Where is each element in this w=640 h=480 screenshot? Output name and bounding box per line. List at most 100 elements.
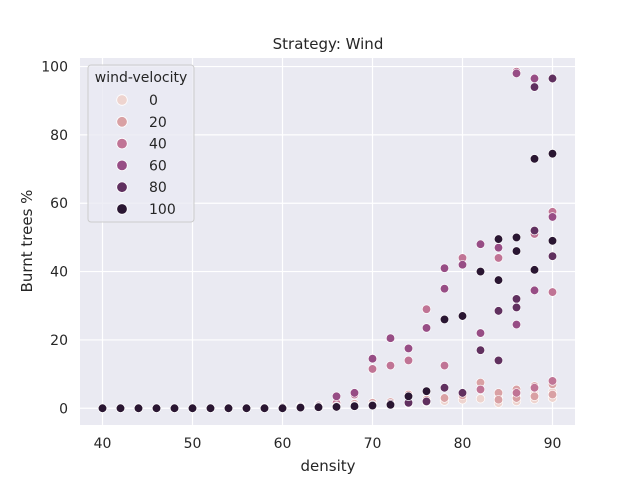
data-point: [187, 403, 198, 413]
x-tick-label: 90: [544, 436, 562, 452]
x-tick-label: 40: [94, 436, 112, 452]
data-point: [205, 403, 216, 413]
data-point: [547, 149, 558, 159]
legend-marker: [116, 181, 128, 193]
x-axis-ticks: 40 50 60 70 80 90: [94, 436, 562, 452]
data-point: [529, 154, 540, 164]
data-point: [439, 263, 450, 273]
data-point: [511, 302, 522, 313]
data-point: [547, 389, 558, 400]
data-point: [421, 323, 432, 333]
y-tick-label: 0: [59, 401, 68, 417]
x-tick-label: 50: [184, 436, 202, 452]
data-point: [475, 345, 486, 355]
x-tick-label: 70: [364, 436, 382, 452]
data-point: [439, 314, 450, 325]
data-point: [529, 73, 540, 84]
data-point: [475, 394, 486, 404]
x-tick-label: 60: [274, 436, 292, 452]
data-point: [493, 234, 504, 244]
y-tick-label: 20: [50, 333, 68, 349]
data-point: [367, 400, 378, 411]
data-point: [493, 355, 504, 366]
data-point: [511, 68, 522, 79]
legend-label: 60: [149, 158, 167, 174]
data-point: [223, 403, 234, 413]
data-point: [511, 388, 522, 398]
data-point: [133, 403, 144, 413]
data-point: [529, 285, 540, 296]
data-point: [439, 383, 450, 393]
legend-marker: [116, 116, 128, 128]
data-point: [313, 402, 324, 412]
data-point: [547, 73, 558, 84]
data-point: [349, 388, 360, 398]
data-point: [475, 239, 486, 249]
data-point: [385, 333, 396, 343]
data-point: [493, 253, 504, 263]
data-point: [475, 328, 486, 338]
data-point: [439, 284, 450, 294]
data-point: [169, 403, 180, 413]
y-axis-ticks: 0 20 40 60 80 100: [41, 60, 68, 418]
data-point: [457, 388, 468, 398]
data-point: [367, 354, 378, 364]
data-point: [403, 355, 414, 366]
data-points: [97, 67, 558, 413]
x-axis-title: density: [301, 457, 356, 475]
legend-box: [87, 64, 195, 223]
legend-marker: [116, 94, 128, 106]
legend-label: 0: [149, 93, 158, 109]
data-point: [97, 403, 108, 413]
data-point: [511, 294, 522, 304]
data-point: [403, 343, 414, 354]
legend-label: 80: [149, 180, 167, 196]
data-point: [529, 265, 540, 275]
x-tick-label: 80: [454, 436, 472, 452]
data-point: [493, 395, 504, 405]
data-point: [295, 402, 306, 413]
data-point: [331, 391, 342, 401]
y-tick-label: 60: [50, 196, 68, 212]
data-point: [385, 360, 396, 371]
data-point: [493, 243, 504, 253]
y-tick-label: 80: [50, 128, 68, 144]
data-point: [421, 386, 432, 396]
y-tick-label: 100: [41, 60, 68, 76]
data-point: [547, 212, 558, 222]
data-point: [529, 391, 540, 401]
data-point: [529, 383, 540, 393]
data-point: [439, 393, 450, 403]
data-point: [403, 391, 414, 401]
data-point: [439, 360, 450, 371]
data-point: [511, 232, 522, 243]
y-axis-title: Burnt trees %: [18, 190, 36, 293]
data-point: [493, 306, 504, 316]
legend-label: 100: [149, 202, 176, 218]
data-point: [349, 401, 360, 411]
legend-marker: [116, 203, 128, 215]
legend-label: 20: [149, 115, 167, 131]
data-point: [529, 225, 540, 236]
chart-title: Strategy: Wind: [273, 35, 384, 53]
data-point: [457, 311, 468, 321]
data-point: [151, 403, 162, 413]
data-point: [385, 400, 396, 410]
data-point: [421, 304, 432, 314]
data-point: [259, 403, 270, 413]
data-point: [475, 266, 486, 277]
legend-label: 40: [149, 137, 167, 153]
data-point: [421, 396, 432, 407]
data-point: [241, 403, 252, 413]
data-point: [547, 376, 558, 386]
legend-title: wind-velocity: [95, 70, 188, 86]
data-point: [115, 403, 126, 413]
data-point: [547, 287, 558, 297]
data-point: [547, 236, 558, 246]
data-point: [367, 364, 378, 374]
data-point: [493, 275, 504, 285]
legend: wind-velocity 0 20 40 60 80 100: [87, 64, 195, 223]
data-point: [547, 251, 558, 261]
legend-marker: [116, 159, 128, 172]
